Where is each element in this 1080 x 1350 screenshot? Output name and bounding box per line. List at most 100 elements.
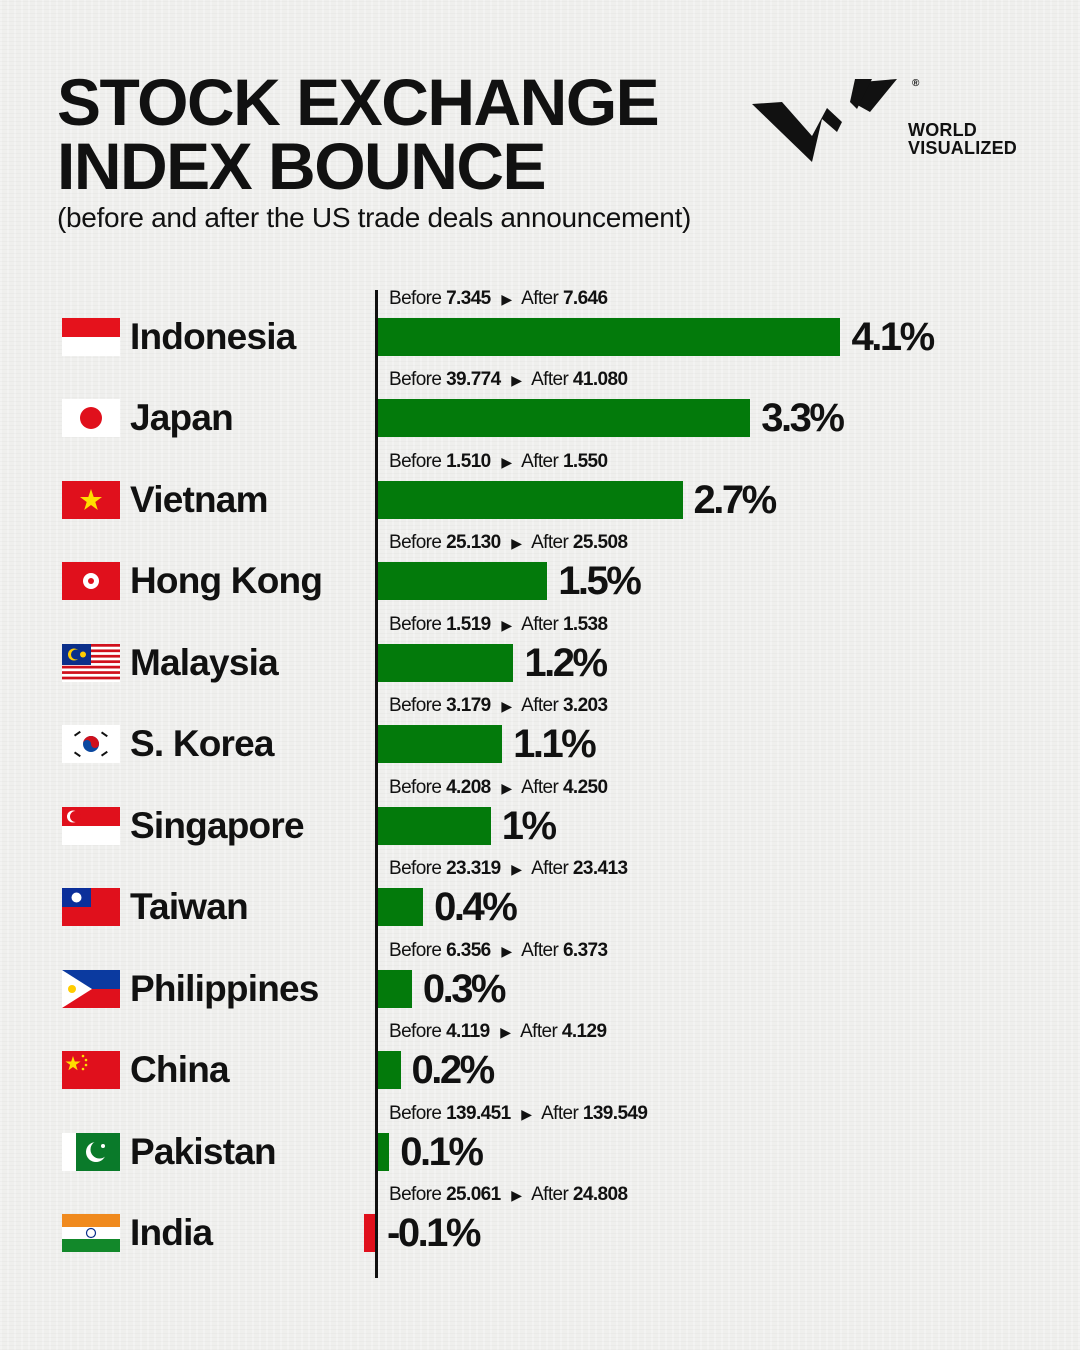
percent-label: 1% <box>501 803 557 848</box>
after-word: After <box>531 532 569 554</box>
bar-vietnam <box>378 480 683 519</box>
before-word: Before <box>389 1102 442 1124</box>
before-word: Before <box>389 858 442 880</box>
after-value: 25.508 <box>572 532 628 554</box>
before-word: Before <box>389 369 442 391</box>
chart-row: S. Korea Before 3.179 ▶ After 3.203 1.1% <box>0 693 1080 775</box>
country-label: Philippines <box>130 967 319 1009</box>
percent-label: 3.3% <box>761 396 845 441</box>
taiwan-flag-icon <box>62 888 120 927</box>
before-value: 4.119 <box>446 1021 490 1043</box>
chart-row: Singapore Before 4.208 ▶ After 4.250 1% <box>0 775 1080 857</box>
chart-row: China Before 4.119 ▶ After 4.129 0.2% <box>0 1019 1080 1101</box>
country-label: Japan <box>130 397 234 439</box>
percent-label: 0.1% <box>400 1129 484 1174</box>
south-korea-flag-icon <box>62 725 120 764</box>
before-word: Before <box>389 1183 442 1205</box>
after-word: After <box>521 450 559 472</box>
china-flag-icon <box>62 1051 120 1090</box>
arrow-icon: ▶ <box>511 861 522 878</box>
title-line-2: INDEX BOUNCE <box>57 129 547 203</box>
before-after-label: Before 23.319 ▶ After 23.413 <box>389 858 628 880</box>
philippines-flag-icon <box>62 969 120 1008</box>
singapore-flag-icon <box>62 806 120 845</box>
after-value: 139.549 <box>582 1102 648 1124</box>
malaysia-flag-icon <box>62 643 120 682</box>
percent-label: 4.1% <box>851 315 935 359</box>
hong-kong-flag-icon <box>62 562 120 601</box>
before-after-label: Before 4.119 ▶ After 4.129 <box>389 1021 607 1043</box>
india-flag-icon <box>62 1213 120 1252</box>
logo-line-1: WORLD <box>908 120 977 140</box>
bar-singapore <box>378 806 491 845</box>
after-value: 3.203 <box>562 695 608 717</box>
before-word: Before <box>389 288 442 309</box>
before-value: 25.130 <box>446 532 501 554</box>
before-word: Before <box>389 695 442 717</box>
before-after-label: Before 1.519 ▶ After 1.538 <box>389 613 608 636</box>
arrow-icon: ▶ <box>501 453 512 470</box>
country-label: Indonesia <box>130 316 296 357</box>
before-value: 4.208 <box>446 776 491 798</box>
after-value: 7.646 <box>562 288 608 309</box>
before-word: Before <box>389 450 442 472</box>
chart-row: Philippines Before 6.356 ▶ After 6.373 0.3… <box>0 938 1080 1020</box>
before-after-label: Before 39.774 ▶ After 41.080 <box>389 369 628 391</box>
bar-indonesia <box>378 318 841 356</box>
before-word: Before <box>389 532 442 554</box>
bar-india <box>363 1213 375 1252</box>
before-word: Before <box>389 1021 442 1043</box>
country-label: Vietnam <box>130 478 268 520</box>
arrow-icon: ▶ <box>501 942 512 959</box>
after-word: After <box>531 369 569 391</box>
pakistan-flag-icon <box>62 1132 120 1171</box>
percent-label: 1.5% <box>558 559 642 604</box>
percent-label: 0.4% <box>434 885 518 930</box>
after-word: After <box>521 695 559 717</box>
subtitle: (before and after the US trade deals ann… <box>57 202 692 233</box>
after-value: 23.413 <box>572 858 628 880</box>
bar-hong-kong <box>378 562 548 601</box>
after-value: 1.550 <box>562 450 608 472</box>
after-word: After <box>521 288 559 309</box>
before-after-label: Before 139.451 ▶ After 139.549 <box>389 1102 648 1125</box>
arrow-icon: ▶ <box>511 372 522 389</box>
percent-label: 1.2% <box>524 640 608 685</box>
before-word: Before <box>389 776 442 798</box>
after-word: After <box>541 1102 579 1124</box>
bar-pakistan <box>378 1132 390 1171</box>
arrow-icon: ▶ <box>511 1186 522 1203</box>
before-value: 3.179 <box>446 695 491 717</box>
bar-malaysia <box>378 643 514 682</box>
chart-row: Vietnam Before 1.510 ▶ After 1.550 2.7% <box>0 449 1080 531</box>
chart-row: Pakistan Before 139.451 ▶ After 139.549 0.… <box>0 1101 1080 1183</box>
svg-text:®: ® <box>912 78 920 89</box>
country-label: Pakistan <box>130 1130 277 1172</box>
before-after-label: Before 1.510 ▶ After 1.550 <box>389 450 608 473</box>
after-word: After <box>521 613 559 635</box>
before-value: 139.451 <box>446 1102 511 1124</box>
after-value: 6.373 <box>562 939 608 961</box>
arrow-icon: ▶ <box>501 779 512 796</box>
arrow-icon: ▶ <box>521 1105 532 1122</box>
logo-text: WORLD VISUALIZED <box>908 121 1017 157</box>
arrow-icon: ▶ <box>501 291 512 307</box>
percent-label: 0.3% <box>422 966 507 1011</box>
country-label: Singapore <box>130 804 305 846</box>
before-value: 1.519 <box>446 613 491 635</box>
arrow-icon: ▶ <box>501 616 512 633</box>
before-after-label: Before 3.179 ▶ After 3.203 <box>389 695 608 717</box>
chart-row: Malaysia Before 1.519 ▶ After 1.538 1.2% <box>0 612 1080 694</box>
after-value: 4.250 <box>562 776 608 798</box>
arrow-icon: ▶ <box>501 698 512 715</box>
page-title: STOCK EXCHANGE INDEX BOUNCE <box>57 69 660 199</box>
chart-row: Hong Kong Before 25.130 ▶ After 25.508 1.5… <box>0 530 1080 612</box>
title-line-1: STOCK EXCHANGE <box>57 65 660 139</box>
before-value: 1.510 <box>446 450 491 472</box>
japan-flag-icon <box>62 399 120 438</box>
country-label: S. Korea <box>130 723 275 765</box>
before-after-label: Before 6.356 ▶ After 6.373 <box>389 939 608 962</box>
country-label: Hong Kong <box>130 560 323 602</box>
chart-row: Indonesia Before 7.345 ▶ After 7.646 4.1% <box>0 286 1080 368</box>
country-label: Malaysia <box>130 641 279 683</box>
